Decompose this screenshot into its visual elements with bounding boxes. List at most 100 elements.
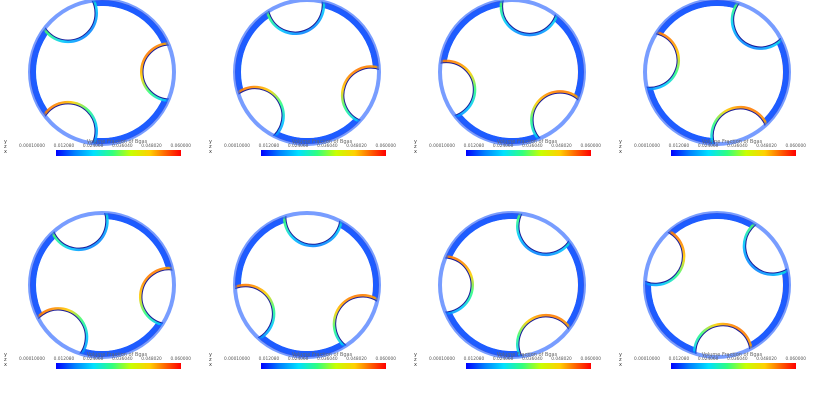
colorbar-tick-label: 0.048020 (346, 144, 367, 149)
axis-label-y: y (619, 139, 622, 145)
colorbar-tick-label: 0.036040 (112, 357, 133, 362)
colorbar-ticks: 0.00010000 0.012080 0.024060 0.036040 0.0480… (19, 144, 191, 149)
axis-label-y: y (414, 352, 417, 358)
colorbar-tick-label: 0.060000 (785, 144, 806, 149)
axis-label-y: y (619, 352, 622, 358)
axis-label-x: x (619, 362, 622, 368)
simulation-panel: y z x Volume Fraction of Bgas 0.00010000 0.01… (205, 0, 410, 203)
colorbar-tick-label: 0.036040 (112, 144, 133, 149)
colorbar-tick-label: 0.060000 (785, 357, 806, 362)
colorbar (56, 363, 181, 369)
pump-cross-section (205, 0, 410, 200)
colorbar-tick-label: 0.00010000 (224, 144, 250, 149)
simulation-panel: y z x Volume Fraction of Bgas 0.00010000 0.01… (410, 203, 615, 406)
colorbar-tick-label: 0.048020 (756, 144, 777, 149)
colorbar-tick-label: 0.060000 (375, 357, 396, 362)
axis-label-x: x (4, 149, 7, 155)
simulation-panel: y z x Volume Fraction of Bgas 0.00010000 0.01… (0, 0, 205, 203)
colorbar (466, 363, 591, 369)
colorbar-ticks: 0.00010000 0.012080 0.024060 0.036040 0.0480… (634, 357, 806, 362)
colorbar-tick-label: 0.00010000 (634, 357, 660, 362)
axis-label-z: z (619, 357, 622, 363)
axis-label-z: z (4, 357, 7, 363)
axis-label-z: z (619, 144, 622, 150)
colorbar-tick-label: 0.060000 (580, 144, 601, 149)
colorbar-tick-label: 0.024060 (287, 357, 309, 362)
colorbar-tick-label: 0.036040 (317, 357, 338, 362)
colorbar-ticks: 0.00010000 0.012080 0.024060 0.036040 0.0480… (224, 357, 396, 362)
colorbar-tick-label: 0.00010000 (634, 144, 660, 149)
axis-label-z: z (414, 357, 417, 363)
colorbar-title: Volume Fraction of Bgas (496, 139, 558, 145)
colorbar-tick-label: 0.012080 (668, 144, 690, 149)
pump-cross-section (0, 0, 205, 200)
colorbar (261, 363, 386, 369)
axis-label-y: y (414, 139, 417, 145)
colorbar-title: Volume Fraction of Bgas (701, 139, 763, 145)
colorbar (261, 150, 386, 156)
colorbar-title: Volume Fraction of Bgas (496, 352, 558, 358)
colorbar-title: Volume Fraction of Bgas (701, 352, 763, 358)
simulation-panel: y z x Volume Fraction of Bgas 0.00010000 0.01… (0, 203, 205, 406)
colorbar-ticks: 0.00010000 0.012080 0.024060 0.036040 0.0480… (634, 144, 806, 149)
colorbar-tick-label: 0.024060 (697, 357, 719, 362)
axis-label-x: x (209, 149, 212, 155)
colorbar-tick-label: 0.048020 (551, 144, 572, 149)
colorbar-tick-label: 0.00010000 (429, 144, 455, 149)
axis-label-x: x (414, 362, 417, 368)
axis-label-x: x (619, 149, 622, 155)
axis-label-z: z (4, 144, 7, 150)
pump-cross-section (615, 0, 820, 200)
axis-label-y: y (4, 352, 7, 358)
pump-cross-section (615, 203, 820, 403)
colorbar-tick-label: 0.048020 (551, 357, 572, 362)
colorbar-tick-label: 0.048020 (141, 357, 162, 362)
colorbar (671, 150, 796, 156)
colorbar-tick-label: 0.036040 (522, 357, 543, 362)
colorbar-tick-label: 0.060000 (375, 144, 396, 149)
colorbar-tick-label: 0.024060 (287, 144, 309, 149)
colorbar-tick-label: 0.036040 (317, 144, 338, 149)
axis-label-x: x (209, 362, 212, 368)
axis-label-y: y (4, 139, 7, 145)
colorbar-tick-label: 0.012080 (463, 357, 485, 362)
simulation-panel: y z x Volume Fraction of Bgas 0.00010000 0.01… (410, 0, 615, 203)
colorbar-tick-label: 0.048020 (756, 357, 777, 362)
colorbar-tick-label: 0.012080 (463, 144, 485, 149)
simulation-panel: y z x Volume Fraction of Bgas 0.00010000 0.01… (615, 0, 820, 203)
colorbar-title: Volume Fraction of Bgas (291, 139, 353, 145)
colorbar (56, 150, 181, 156)
pump-cross-section (410, 0, 615, 200)
colorbar (671, 363, 796, 369)
colorbar-tick-label: 0.012080 (53, 144, 75, 149)
colorbar-tick-label: 0.024060 (82, 357, 104, 362)
colorbar-tick-label: 0.060000 (170, 357, 191, 362)
colorbar-tick-label: 0.036040 (727, 357, 748, 362)
colorbar-tick-label: 0.036040 (522, 144, 543, 149)
axis-label-y: y (209, 139, 212, 145)
colorbar-tick-label: 0.048020 (141, 144, 162, 149)
colorbar-tick-label: 0.012080 (53, 357, 75, 362)
colorbar-tick-label: 0.012080 (258, 144, 280, 149)
pump-cross-section (205, 203, 410, 403)
colorbar-tick-label: 0.024060 (492, 357, 514, 362)
colorbar-tick-label: 0.00010000 (19, 357, 45, 362)
axis-label-y: y (209, 352, 212, 358)
colorbar-ticks: 0.00010000 0.012080 0.024060 0.036040 0.0480… (19, 357, 191, 362)
colorbar-ticks: 0.00010000 0.012080 0.024060 0.036040 0.0480… (429, 357, 601, 362)
colorbar-tick-label: 0.024060 (697, 144, 719, 149)
axis-label-z: z (414, 144, 417, 150)
colorbar-tick-label: 0.00010000 (429, 357, 455, 362)
colorbar-tick-label: 0.024060 (82, 144, 104, 149)
simulation-panel: y z x Volume Fraction of Bgas 0.00010000 0.01… (615, 203, 820, 406)
colorbar-tick-label: 0.036040 (727, 144, 748, 149)
axis-label-z: z (209, 144, 212, 150)
colorbar-tick-label: 0.00010000 (19, 144, 45, 149)
